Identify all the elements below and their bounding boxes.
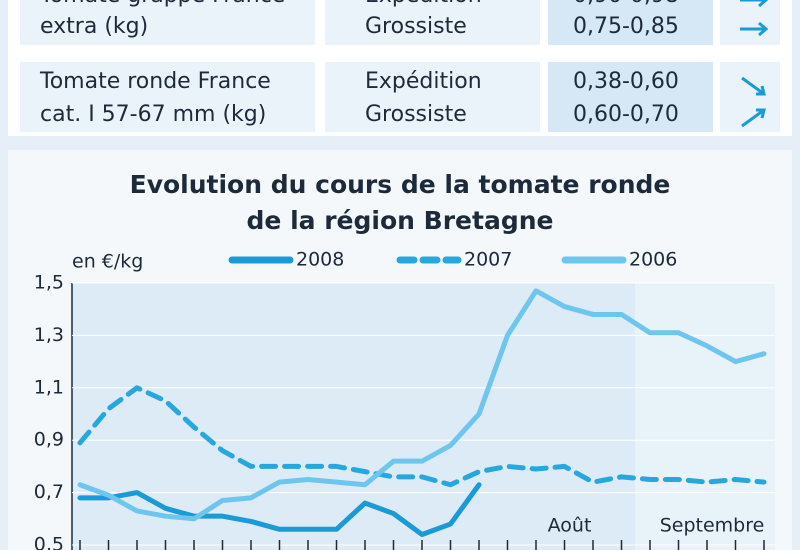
y-tick-label: 1,3 bbox=[34, 324, 64, 346]
arrow-up bbox=[741, 108, 766, 128]
cell bbox=[325, 62, 540, 132]
product: cat. I 57-67 mm (kg) bbox=[40, 102, 266, 127]
line-series bbox=[77, 482, 482, 538]
price: 0,38-0,60 bbox=[573, 69, 679, 94]
price: 0,60-0,70 bbox=[573, 102, 679, 127]
product: Tomate grappe France bbox=[39, 0, 285, 8]
arrow-right bbox=[740, 21, 769, 37]
legend-label: 2008 bbox=[296, 249, 344, 271]
price: 0,90-0,98 bbox=[573, 0, 679, 8]
y-tick-label: 1,5 bbox=[34, 272, 64, 294]
month-band bbox=[635, 283, 775, 550]
market: Expédition bbox=[365, 0, 482, 8]
chart-title: Evolution du cours de la tomate ronde bbox=[130, 170, 671, 199]
x-tick-label: Août bbox=[548, 515, 592, 537]
x-tick-label: Septembre bbox=[660, 515, 765, 537]
legend-label: 2007 bbox=[464, 249, 512, 271]
arrow-down bbox=[741, 76, 766, 96]
cell bbox=[20, 0, 315, 45]
y-tick-label: 0,5 bbox=[34, 534, 64, 550]
line-series bbox=[77, 288, 767, 522]
arrow-right bbox=[740, 0, 769, 8]
market: Expédition bbox=[365, 69, 482, 94]
y-tick-label: 0,9 bbox=[34, 429, 64, 451]
trend-icons bbox=[740, 0, 769, 128]
line-series bbox=[77, 385, 767, 488]
cell bbox=[720, 0, 780, 45]
y-axis-label: en €/kg bbox=[72, 251, 143, 273]
product: extra (kg) bbox=[40, 14, 148, 39]
cell bbox=[20, 62, 315, 132]
cell bbox=[325, 0, 540, 45]
cell bbox=[548, 0, 713, 45]
y-tick-label: 1,1 bbox=[34, 376, 64, 398]
product: Tomate ronde France bbox=[39, 69, 271, 94]
market: Grossiste bbox=[365, 14, 467, 39]
legend-label: 2006 bbox=[629, 249, 677, 271]
market: Grossiste bbox=[365, 102, 467, 127]
price: 0,75-0,85 bbox=[573, 14, 679, 39]
cell bbox=[548, 62, 713, 132]
y-tick-label: 0,7 bbox=[34, 481, 64, 503]
chart-title: de la région Bretagne bbox=[247, 206, 554, 235]
